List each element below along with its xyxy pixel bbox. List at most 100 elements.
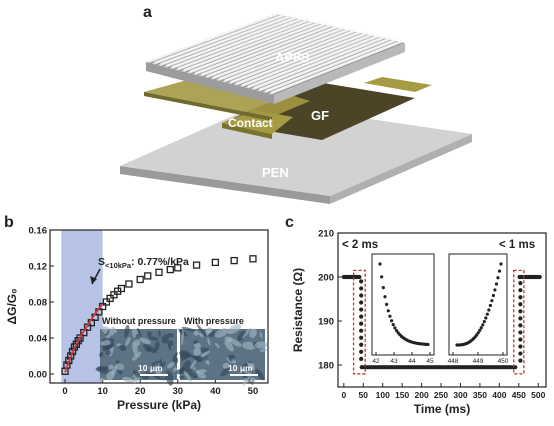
inset-point: [497, 269, 502, 273]
inset-point: [488, 303, 492, 308]
inset-point: [389, 319, 394, 323]
sem-texture: [237, 331, 247, 342]
data-point: [518, 295, 523, 300]
inset-right-label: With pressure: [184, 316, 244, 326]
data-point: [359, 356, 364, 361]
y-tick-label: 0.16: [29, 226, 48, 237]
x-tick-label: 50: [248, 386, 259, 397]
sem-texture: [178, 375, 185, 379]
plot-frame: [49, 229, 269, 384]
inset-point: [484, 316, 488, 320]
y-tick-label: 180: [318, 361, 334, 372]
data-point: [518, 281, 523, 286]
sem-texture: [181, 330, 184, 346]
sem-texture: [142, 344, 157, 354]
x-tick-label: 500: [531, 390, 545, 400]
contact-right: [364, 77, 432, 92]
apfs-ridge: [235, 31, 368, 85]
apfs-ridge: [177, 18, 309, 70]
data-point: [125, 280, 133, 288]
data-point: [230, 256, 238, 265]
data-point: [174, 264, 182, 272]
apfs-ridge: [148, 12, 280, 63]
inset-point: [491, 293, 496, 298]
inset-point: [383, 295, 387, 299]
apfs-ridge: [218, 27, 350, 81]
inset-point: [380, 275, 384, 279]
sem-texture: [249, 328, 257, 338]
sem-texture: [167, 344, 172, 351]
sem-texture: [132, 370, 141, 378]
data-point: [359, 286, 364, 291]
sem-texture: [139, 337, 151, 344]
linear-fit-line: [64, 303, 104, 373]
sem-texture: [125, 337, 131, 347]
chart-b: 0.00 0.04 0.08 0.12 0.16 0 10 20 30 40 50 Pressure …: [5, 226, 269, 412]
sem-texture: [222, 362, 230, 369]
inset-point: [479, 326, 483, 330]
x-axis-label: Pressure (kPa): [117, 398, 201, 412]
sem-texture: [193, 342, 201, 349]
sem-texture: [115, 363, 125, 371]
sem-texture: [148, 336, 159, 341]
inset-point: [388, 314, 392, 318]
sem-texture: [246, 362, 256, 371]
x-tick-label: 350: [473, 390, 487, 400]
inset-point: [487, 308, 491, 312]
apfs-ridge: [229, 30, 362, 84]
data-point: [359, 328, 364, 333]
sem-texture: [194, 356, 202, 362]
sem-texture: [193, 370, 207, 379]
y-tick-label: 0.12: [29, 262, 48, 273]
fall-inset-frame: [371, 253, 435, 356]
sem-texture: [220, 367, 231, 377]
sem-texture: [224, 340, 234, 352]
inset-left-label: Without pressure: [102, 316, 176, 326]
inset-tick-label: 45: [426, 358, 434, 365]
inset-point: [385, 302, 389, 306]
sem-texture: [137, 327, 142, 338]
data-point: [359, 349, 364, 354]
sem-texture: [122, 376, 134, 383]
inset-point: [378, 262, 382, 266]
data-point: [136, 275, 144, 284]
inset-point: [499, 262, 503, 266]
apfs-ridge: [200, 23, 333, 76]
sem-texture: [167, 332, 175, 338]
panel-b-letter: b: [4, 214, 14, 231]
data-point: [359, 293, 364, 298]
apfs-ridge: [189, 21, 321, 73]
data-point: [518, 309, 523, 314]
y-tick-label: 210: [318, 229, 334, 240]
apfs-ridge: [165, 16, 297, 67]
data-point: [518, 351, 523, 356]
x-tick-label: 50: [359, 390, 369, 400]
sem-texture: [214, 328, 229, 338]
sem-texture: [202, 355, 208, 361]
low-pressure-region: [61, 230, 103, 383]
data-point: [518, 358, 523, 363]
data-point: [359, 300, 364, 305]
inset-point: [381, 286, 385, 290]
sem-texture: [207, 337, 211, 346]
x-tick-label: 450: [512, 390, 526, 400]
sem-texture: [96, 366, 109, 374]
data-point: [518, 337, 523, 342]
fall-inset: 42 43 44 45: [371, 253, 435, 365]
data-point: [359, 279, 364, 284]
data-point: [518, 323, 523, 328]
data-point: [76, 334, 84, 342]
contact-label: Contact: [228, 116, 273, 130]
apfs-ridge: [206, 25, 338, 78]
sem-texture: [97, 377, 106, 382]
sem-texture: [118, 344, 127, 352]
sem-texture: [167, 361, 176, 369]
gf-label: GF: [311, 108, 329, 123]
rise-inset: 448 449 450: [448, 253, 509, 365]
x-tick-label: 150: [395, 390, 409, 400]
sem-texture: [154, 341, 160, 352]
sem-texture: [193, 330, 199, 336]
apfs-ridge: [154, 13, 286, 64]
sem-texture: [228, 355, 233, 362]
inset-point: [393, 326, 397, 330]
